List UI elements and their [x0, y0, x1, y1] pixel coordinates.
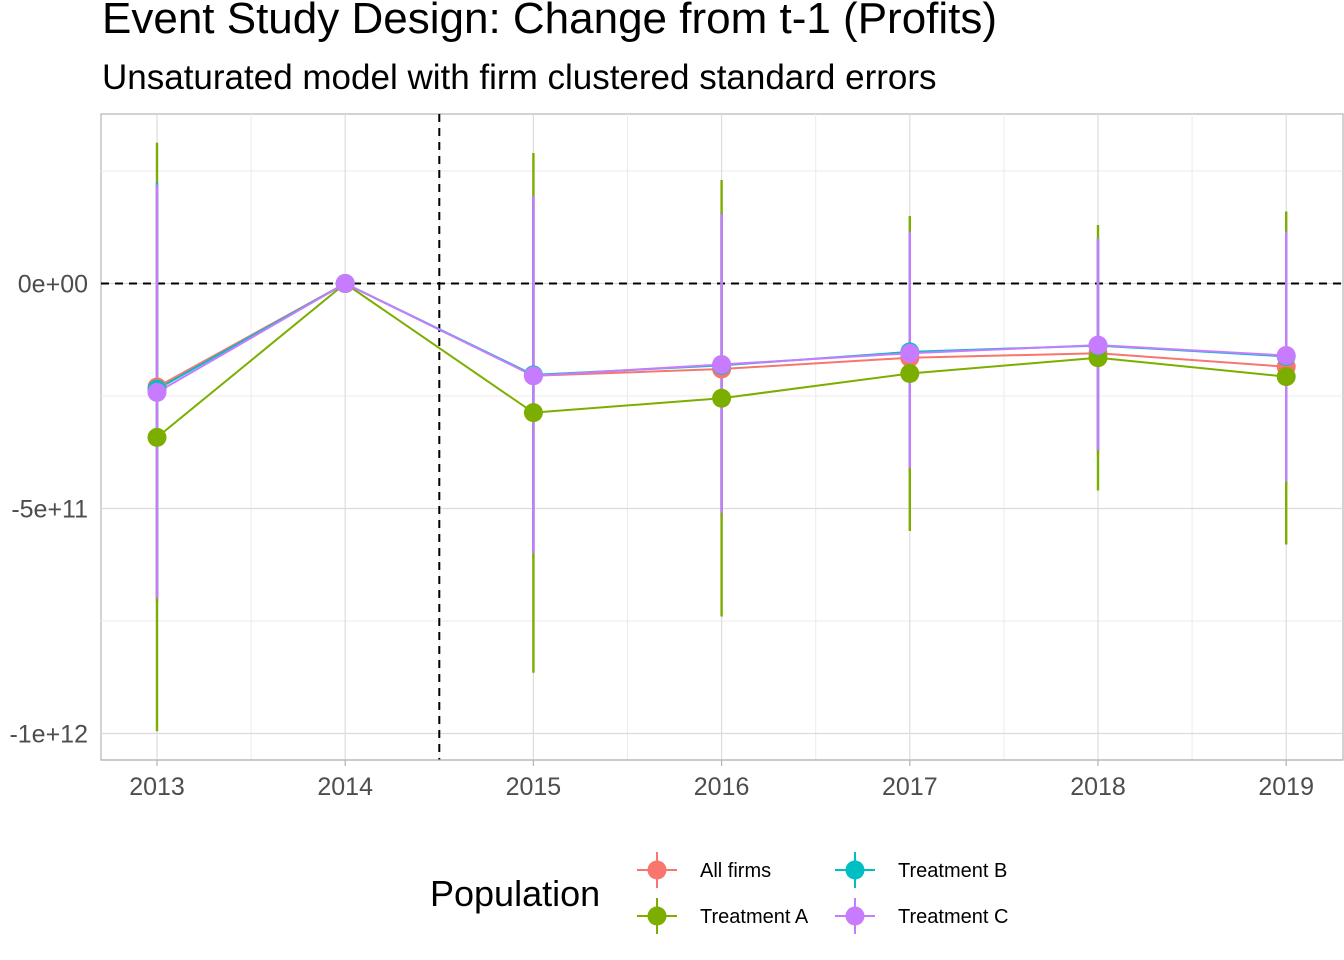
- series-layer: [147, 142, 1296, 732]
- data-point: [712, 355, 732, 374]
- data-point: [1088, 335, 1108, 355]
- data-point: [147, 382, 167, 402]
- data-point: [523, 366, 543, 386]
- chart-title: Event Study Design: Change from t-1 (Pro…: [102, 0, 998, 43]
- y-tick-label: -5e+11: [11, 496, 88, 524]
- x-tick-label: 2016: [694, 773, 750, 801]
- legend-key-point: [845, 860, 865, 880]
- legend-key-point: [647, 860, 667, 880]
- data-point: [147, 427, 167, 447]
- legend-label: All firms: [700, 860, 771, 882]
- x-tick-label: 2019: [1258, 773, 1314, 801]
- legend-key-point: [845, 906, 865, 926]
- y-tick-label: -1e+12: [9, 721, 88, 749]
- legend-label: Treatment A: [700, 906, 809, 928]
- x-tick-label: 2014: [317, 773, 373, 801]
- x-tick-label: 2018: [1070, 773, 1126, 801]
- data-point: [335, 274, 355, 293]
- x-tick-label: 2013: [129, 773, 185, 801]
- axes: 2013 2014 2015 2016 2017 2018 2019 0e+00 -5e+11 -…: [9, 271, 1343, 801]
- x-tick-label: 2017: [882, 773, 938, 801]
- chart-subtitle: Unsaturated model with firm clustered st…: [102, 58, 937, 97]
- legend-item: Treatment B: [835, 852, 1007, 888]
- x-tick-label: 2015: [506, 773, 562, 801]
- legend-item: All firms: [637, 852, 771, 888]
- data-point: [1276, 367, 1296, 387]
- legend-label: Treatment C: [898, 906, 1008, 928]
- data-point: [900, 343, 920, 363]
- data-point: [900, 364, 920, 383]
- data-point: [523, 403, 543, 423]
- data-point: [712, 388, 732, 408]
- legend-title: Population: [430, 873, 600, 914]
- legend: Population All firms Treatment A Treatment …: [430, 852, 1008, 934]
- legend-label: Treatment B: [898, 860, 1007, 882]
- legend-item: Treatment C: [835, 898, 1008, 934]
- legend-item: Treatment A: [637, 898, 809, 934]
- data-point: [1276, 346, 1296, 365]
- y-tick-label: 0e+00: [18, 271, 88, 299]
- legend-key-point: [647, 906, 667, 926]
